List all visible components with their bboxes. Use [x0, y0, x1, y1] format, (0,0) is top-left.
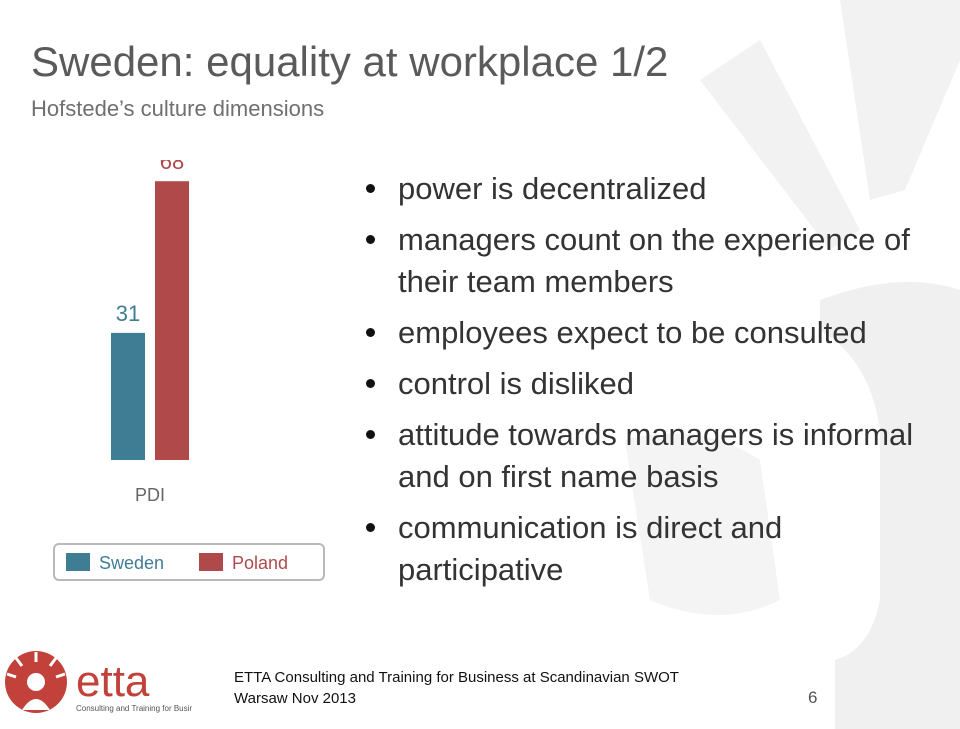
slide-title: Sweden: equality at workplace 1/2 [31, 38, 669, 85]
legend-label-sweden: Sweden [99, 553, 164, 573]
bar-value-label-sweden: 31 [116, 301, 140, 326]
bar-value-label-poland: 68 [160, 160, 184, 174]
slide-subtitle: Hofstede’s culture dimensions [31, 96, 325, 121]
category-label: PDI [135, 485, 165, 505]
bullet-list: power is decentralized managers count on… [362, 168, 922, 600]
footer-line-2: Warsaw Nov 2013 [234, 690, 356, 707]
legend-label-poland: Poland [232, 553, 288, 573]
bullet-item: power is decentralized [362, 168, 922, 210]
footer-line-1: ETTA Consulting and Training for Busines… [234, 669, 679, 686]
logo-tagline: Consulting and Training for Business [76, 704, 192, 713]
pdi-bar-chart: 31 68 PDI Sweden Poland [53, 160, 325, 581]
bullet-item: managers count on the experience of thei… [362, 219, 922, 303]
bullet-item: control is disliked [362, 363, 922, 405]
sunburst-logo-icon [5, 651, 67, 713]
footer-text: ETTA Consulting and Training for Busines… [234, 667, 679, 709]
page-number: 6 [808, 688, 818, 707]
legend-box [53, 543, 325, 581]
legend-swatch-poland [199, 553, 223, 571]
chart-legend: Sweden Poland [53, 543, 325, 581]
bullet-item: attitude towards managers is informal an… [362, 414, 922, 498]
etta-logo: etta Consulting and Training for Busines… [5, 651, 192, 713]
legend-swatch-sweden [66, 553, 90, 571]
logo-wordmark: etta [76, 657, 150, 706]
bullet-item: employees expect to be consulted [362, 312, 922, 354]
bar-poland [155, 181, 189, 460]
bar-sweden [111, 332, 145, 460]
bullet-item: communication is direct and participativ… [362, 507, 922, 591]
